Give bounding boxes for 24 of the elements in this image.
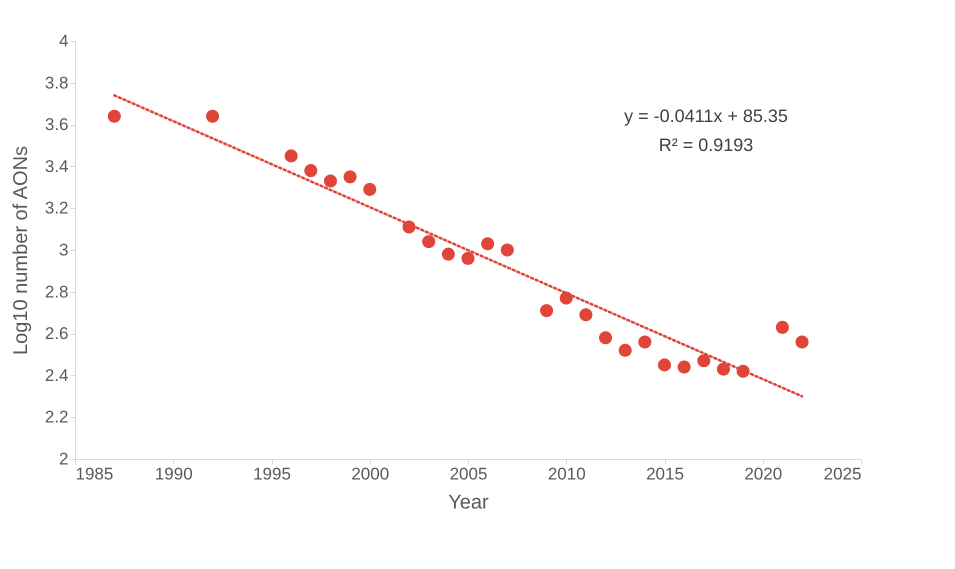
x-tick-label: 2015 — [646, 464, 684, 484]
y-axis-title: Log10 number of AONs — [10, 146, 32, 356]
y-tick-label: 2.2 — [44, 408, 68, 427]
y-tick-label: 2.4 — [44, 366, 68, 385]
x-tick-label: 1990 — [154, 464, 193, 484]
y-tick-label: 3.8 — [44, 73, 68, 92]
x-tick-label: 2020 — [744, 464, 782, 484]
y-tick-label: 2 — [59, 450, 68, 468]
annotation: y = -0.0411x + 85.35 — [624, 106, 788, 126]
y-tick-label: 3.4 — [44, 156, 68, 176]
y-tick-label: 3 — [59, 240, 68, 260]
x-axis-title: Year — [448, 492, 490, 514]
x-tick-label: 1985 — [76, 464, 114, 484]
x-tick-label: 2025 — [824, 464, 862, 484]
x-tick-label: 2000 — [351, 464, 390, 484]
x-tick-label: 1995 — [253, 464, 291, 484]
x-tick-label: 2005 — [450, 464, 488, 484]
annotation: R² = 0.9193 — [658, 135, 754, 155]
y-tick-label: 3.6 — [44, 115, 68, 134]
x-tick-label: 2010 — [548, 464, 586, 484]
y-tick-label: 2.6 — [44, 324, 68, 344]
y-tick-label: 4 — [59, 32, 68, 50]
y-tick-label: 3.2 — [44, 198, 68, 218]
y-tick-label: 2.8 — [44, 282, 68, 302]
